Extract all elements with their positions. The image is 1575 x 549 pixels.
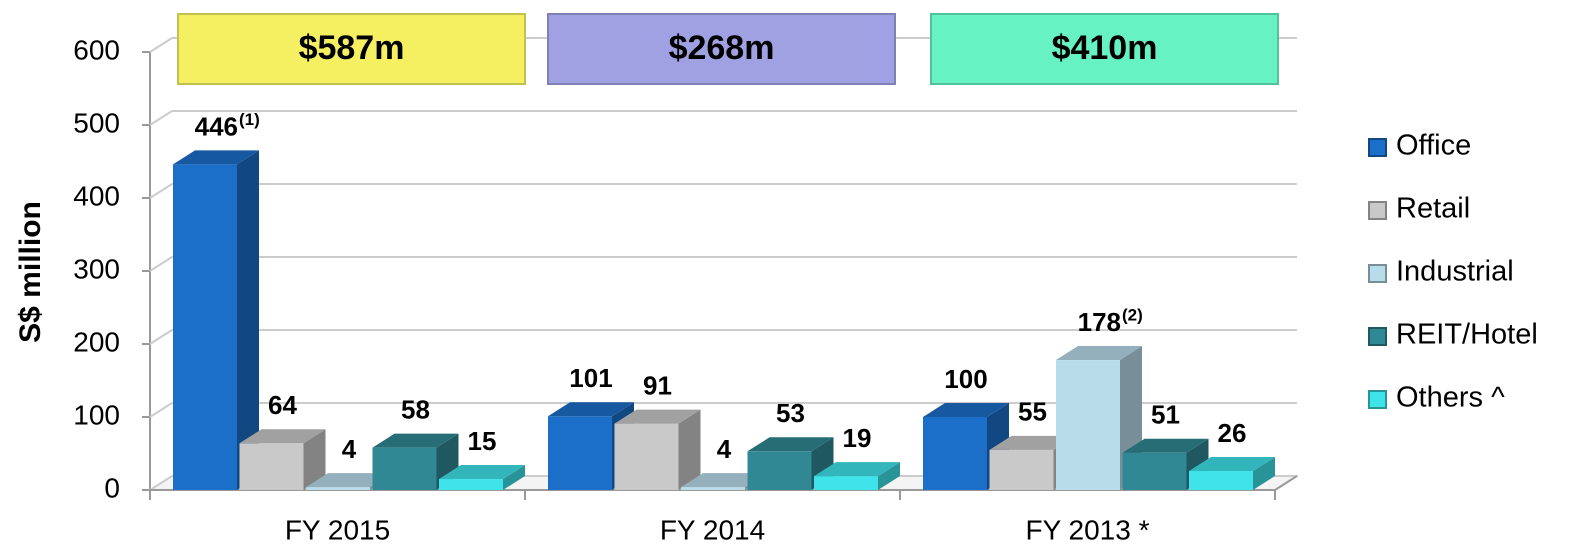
- bar: [814, 462, 900, 490]
- x-axis: [1274, 475, 1298, 491]
- total-label: $268m: [669, 29, 775, 67]
- value-label: 64: [268, 390, 297, 420]
- legend-swatch: [1368, 390, 1387, 409]
- bar-side: [878, 462, 900, 490]
- bar-front: [681, 487, 745, 490]
- bar-side: [1253, 457, 1275, 490]
- value-label: 101: [569, 363, 612, 393]
- y-tick-label: 0: [104, 472, 120, 503]
- bar-front: [1189, 471, 1253, 490]
- legend-swatch: [1368, 138, 1387, 157]
- y-tick-label: 600: [73, 34, 120, 65]
- total-banner: [930, 13, 1279, 85]
- grid-line: [149, 329, 173, 345]
- value-label: 178: [1078, 307, 1121, 337]
- bar-front: [306, 487, 370, 490]
- value-label: 15: [468, 426, 497, 456]
- bar-front: [747, 451, 812, 490]
- grid-line: [149, 183, 173, 199]
- x-tick-label: FY 2015: [285, 514, 390, 545]
- value-label: 51: [1151, 400, 1180, 430]
- grid-line: [149, 110, 173, 126]
- bar: [173, 150, 259, 491]
- bar-side: [237, 150, 259, 491]
- bar-top: [747, 437, 834, 452]
- bar-top: [439, 465, 525, 480]
- bar-top: [923, 403, 1009, 417]
- bar-front: [173, 164, 237, 491]
- y-tick-label: 100: [73, 399, 120, 430]
- bar-front: [372, 447, 437, 490]
- bar-side: [503, 465, 525, 490]
- legend-label: Industrial: [1396, 256, 1514, 288]
- bar-side: [303, 429, 326, 490]
- bar: [1189, 457, 1275, 490]
- value-label: 91: [643, 370, 672, 400]
- value-label: 100: [944, 364, 987, 394]
- legend-swatch: [1368, 201, 1387, 220]
- y-tick-label: 500: [73, 107, 120, 138]
- footnote-mark: (2): [1122, 306, 1143, 325]
- y-tick-label: 400: [73, 180, 120, 211]
- legend-label: Office: [1396, 130, 1471, 162]
- bar: [372, 433, 459, 490]
- bar-top: [548, 402, 634, 417]
- value-label: 446: [195, 111, 238, 141]
- bar-top: [372, 433, 459, 448]
- bar: [1056, 346, 1142, 490]
- legend-label: REIT/Hotel: [1396, 319, 1538, 351]
- value-label: 55: [1018, 397, 1047, 427]
- bar: [439, 465, 525, 490]
- legend-label: Others ^: [1396, 382, 1505, 414]
- legend-label: Retail: [1396, 193, 1470, 225]
- value-label: 58: [401, 395, 430, 425]
- value-label: 53: [776, 398, 805, 428]
- x-tick-label: FY 2013 *: [1025, 514, 1149, 545]
- bar-side: [678, 409, 701, 490]
- bar-front: [548, 416, 612, 490]
- footnote-mark: (1): [239, 110, 260, 129]
- bar-top: [1189, 457, 1275, 472]
- bar-front: [239, 443, 304, 490]
- bar-front: [923, 417, 987, 490]
- bar-front: [439, 479, 503, 490]
- bar-top: [1056, 346, 1142, 361]
- grid-line: [149, 402, 173, 418]
- bar-front: [614, 423, 679, 490]
- bar-front: [1122, 452, 1187, 490]
- bar-top: [814, 462, 900, 477]
- grid-line: [149, 256, 173, 272]
- bar: [239, 429, 326, 490]
- legend-swatch: [1368, 264, 1387, 283]
- y-axis-title: S$ million: [14, 201, 47, 343]
- total-label: $587m: [299, 29, 405, 67]
- x-tick-label: FY 2014: [660, 514, 765, 545]
- bar-top: [306, 473, 392, 488]
- bar-top: [239, 429, 326, 444]
- bar-top: [173, 150, 259, 165]
- bar: [614, 409, 701, 490]
- grid-line: [149, 37, 173, 53]
- bar-top: [1122, 438, 1209, 453]
- bar-top: [681, 473, 767, 488]
- total-banner: [177, 13, 526, 85]
- total-label: $410m: [1052, 29, 1158, 67]
- total-banner: [547, 13, 896, 85]
- value-label: 4: [717, 434, 732, 464]
- value-label: 4: [342, 434, 357, 464]
- bar-front: [1056, 360, 1120, 490]
- value-label: 19: [843, 423, 872, 453]
- value-label: 26: [1218, 418, 1247, 448]
- bar-front: [989, 449, 1054, 490]
- y-tick-label: 200: [73, 326, 120, 357]
- bar-front: [814, 476, 878, 490]
- bar-top: [989, 435, 1076, 450]
- grid-line: [149, 475, 173, 491]
- bar-top: [614, 409, 701, 424]
- y-tick-label: 300: [73, 253, 120, 284]
- legend-swatch: [1368, 327, 1387, 346]
